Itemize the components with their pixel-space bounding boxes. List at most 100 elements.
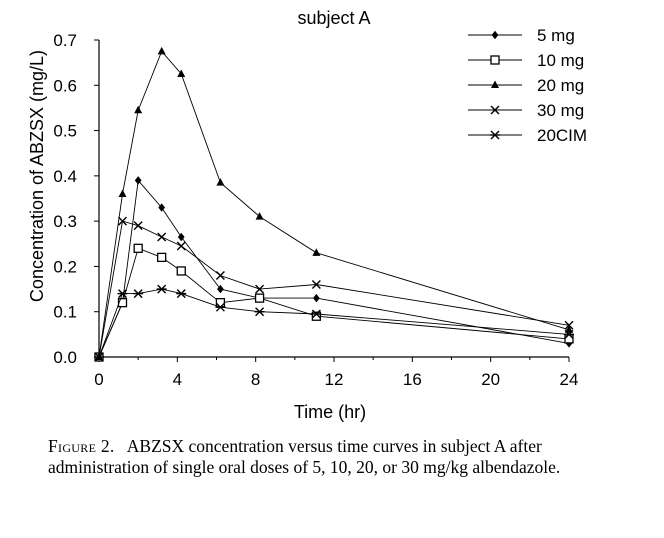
point-20cim-6 <box>254 307 265 317</box>
x-tick-label-16: 16 <box>403 370 422 389</box>
point-30-mg-4-stroke-b <box>176 241 186 251</box>
point-30-mg-5 <box>215 270 225 280</box>
legend: 5 mg 10 mg 20 mg 30 mg 20CIM <box>468 26 587 145</box>
legend-marker-20-mg-shape <box>491 80 499 88</box>
legend-marker-20cim <box>490 130 500 140</box>
point-30-mg-7-stroke-b <box>311 280 321 290</box>
point-30-mg-2-stroke-b <box>133 221 143 231</box>
series-line-20cim <box>98 288 570 358</box>
y-tick-label-0.1: 0.1 <box>53 303 77 322</box>
y-tick-label-0.4: 0.4 <box>53 167 77 186</box>
series-20-mg <box>95 46 573 360</box>
point-20-mg-6-shape <box>255 212 264 220</box>
point-5-mg-3-shape <box>158 203 166 212</box>
x-axis-label: Time (hr) <box>294 402 366 422</box>
y-tick-label-0.7: 0.7 <box>53 31 77 50</box>
legend-marker-30-mg-stroke-b <box>490 105 500 115</box>
series-20cim <box>94 284 574 362</box>
point-20-mg-4 <box>177 69 186 77</box>
legend-item-5-mg: 5 mg <box>468 26 575 45</box>
point-30-mg-8 <box>564 320 574 330</box>
x-tick-label-12: 12 <box>325 370 344 389</box>
x-tick-label-8: 8 <box>251 370 260 389</box>
point-20cim-3 <box>156 284 167 294</box>
legend-marker-10-mg <box>490 55 500 65</box>
series-10-mg <box>94 243 574 362</box>
legend-marker-30-mg <box>490 105 500 115</box>
point-10-mg-1 <box>117 298 128 308</box>
point-20-mg-5 <box>216 178 225 186</box>
series-line-30-mg <box>98 220 570 358</box>
legend-item-20cim: 20CIM <box>468 126 587 145</box>
point-10-mg-2-shape <box>133 243 143 253</box>
point-20cim-1 <box>117 289 128 299</box>
point-10-mg-4 <box>176 266 186 276</box>
point-5-mg-5-shape <box>217 284 224 294</box>
point-20-mg-1 <box>118 189 127 197</box>
x-tick-label-0: 0 <box>94 370 103 389</box>
point-20-mg-6 <box>255 212 264 220</box>
x-tick-label-4: 4 <box>173 370 182 389</box>
point-30-mg-1 <box>118 216 127 226</box>
point-10-mg-6 <box>254 293 265 303</box>
point-20-mg-7 <box>312 248 321 256</box>
point-10-mg-8-shape <box>564 334 574 344</box>
point-20cim-4 <box>176 289 187 299</box>
point-5-mg-7-shape <box>313 293 320 303</box>
figure: subject A 0 4 8 12 16 20 24 0.0 0.1 0.2 0.3 0.4 0.5 0… <box>27 8 587 422</box>
point-5-mg-4 <box>177 232 185 242</box>
point-10-mg-5-shape <box>215 298 226 308</box>
chart-title: subject A <box>297 8 370 28</box>
point-20cim-7 <box>311 309 322 319</box>
point-20-mg-7-shape <box>312 248 321 256</box>
legend-label-20-mg: 20 mg <box>537 76 584 95</box>
caption-label: Figure 2. <box>48 436 115 456</box>
point-30-mg-1-stroke-b <box>118 216 127 226</box>
y-tick-label-0.5: 0.5 <box>53 122 77 141</box>
point-20cim-0 <box>94 352 104 362</box>
point-10-mg-7 <box>311 311 322 321</box>
point-5-mg-2-shape <box>134 176 142 185</box>
point-20-mg-3-shape <box>157 46 166 55</box>
point-20-mg-3 <box>157 46 166 55</box>
legend-label-20cim: 20CIM <box>537 126 587 145</box>
legend-label-10-mg: 10 mg <box>537 51 584 70</box>
point-5-mg-4-shape <box>177 232 185 242</box>
legend-marker-5-mg-shape <box>491 30 499 40</box>
chart: subject A 0 4 8 12 16 20 240.00.10.20.30.40.50… <box>27 8 587 422</box>
point-5-mg-5 <box>217 284 224 294</box>
point-10-mg-3-shape <box>157 252 167 263</box>
point-20-mg-8 <box>565 325 573 333</box>
point-20-mg-8-shape <box>565 325 573 333</box>
y-axis-label: Concentration of ABZSX (mg/L) <box>27 50 47 302</box>
point-5-mg-2 <box>134 176 142 185</box>
point-20cim-5 <box>215 302 226 312</box>
legend-marker-10-mg-shape <box>490 55 500 65</box>
point-30-mg-8-stroke-b <box>564 320 574 330</box>
point-10-mg-4-shape <box>176 266 186 276</box>
series-5-mg <box>95 176 573 362</box>
legend-item-30-mg: 30 mg <box>468 101 584 120</box>
legend-label-5-mg: 5 mg <box>537 26 575 45</box>
y-tick-label-0.3: 0.3 <box>53 212 77 231</box>
caption-text: ABZSX concentration versus time curves i… <box>48 436 561 477</box>
x-tick-label-24: 24 <box>560 370 579 389</box>
point-20-mg-1-shape <box>118 189 127 197</box>
series-line-20-mg <box>98 50 570 358</box>
point-10-mg-2 <box>133 243 143 253</box>
x-tick-label-20: 20 <box>481 370 500 389</box>
point-30-mg-3 <box>157 232 167 242</box>
legend-label-30-mg: 30 mg <box>537 101 584 120</box>
y-tick-label-0.0: 0.0 <box>53 348 77 367</box>
point-10-mg-5 <box>215 298 226 308</box>
series-line-5-mg <box>98 179 570 358</box>
point-10-mg-1-shape <box>117 298 128 308</box>
legend-marker-5-mg <box>491 30 499 40</box>
point-5-mg-3 <box>158 203 166 212</box>
point-30-mg-3-stroke-b <box>157 232 167 242</box>
legend-item-20-mg: 20 mg <box>468 76 584 95</box>
point-20-mg-5-shape <box>216 178 225 186</box>
point-10-mg-7-shape <box>311 311 322 321</box>
point-30-mg-4 <box>176 241 186 251</box>
series-line-10-mg <box>98 247 570 358</box>
